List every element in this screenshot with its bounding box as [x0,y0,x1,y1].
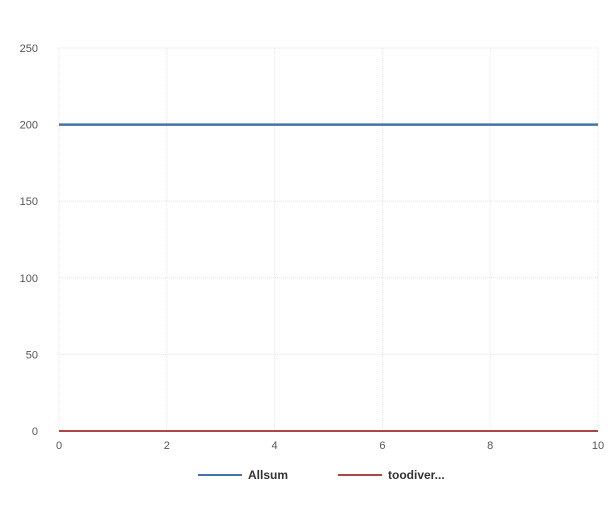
legend-item[interactable]: toodiver... [338,468,445,482]
y-tick-label: 250 [20,43,38,55]
legend[interactable]: Allsum toodiver... [198,468,445,482]
x-axis-ticks: 0 2 4 6 8 10 [56,440,604,452]
x-tick-label: 8 [487,440,493,452]
grid [58,47,599,431]
x-tick-label: 2 [164,440,170,452]
legend-label: Allsum [248,468,288,482]
y-tick-label: 0 [32,426,38,438]
y-axis-ticks: 0 50 100 150 200 250 [20,43,38,438]
x-tick-label: 10 [592,440,604,452]
legend-item[interactable]: Allsum [198,468,288,482]
legend-label: toodiver... [388,468,445,482]
x-tick-label: 6 [379,440,385,452]
y-tick-label: 100 [20,273,38,285]
y-tick-label: 200 [20,120,38,132]
series [59,123,598,432]
y-tick-label: 50 [26,349,38,361]
x-tick-label: 4 [272,440,278,452]
x-tick-label: 0 [56,440,62,452]
y-tick-label: 150 [20,196,38,208]
